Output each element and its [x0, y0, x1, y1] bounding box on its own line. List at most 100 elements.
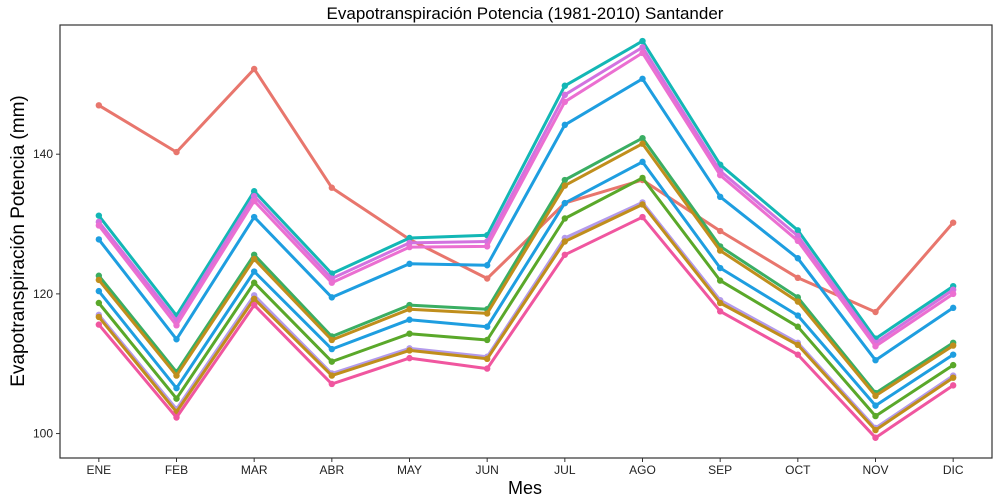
data-point — [949, 351, 957, 358]
y-axis-title: Evapotranspiración Potencia (mm) — [8, 95, 29, 386]
data-point — [406, 234, 413, 242]
series-11 — [95, 201, 957, 434]
data-point — [250, 192, 258, 200]
axis-layer: ENE FEB MAR ABR MAY JUN JUL AGO SEP OCT NOV DIC 100 1… — [33, 147, 964, 477]
data-point — [483, 365, 491, 372]
data-point — [173, 395, 180, 402]
series-7 — [95, 140, 957, 400]
series-line — [97, 160, 955, 408]
series-line — [97, 176, 955, 418]
data-point — [483, 355, 491, 363]
data-point — [483, 275, 491, 282]
data-point — [328, 380, 336, 388]
series-line — [97, 51, 955, 348]
x-axis-title: Mes — [508, 478, 542, 498]
series-layer — [95, 37, 957, 441]
data-point — [716, 264, 724, 272]
data-point — [872, 343, 879, 350]
data-point — [561, 82, 569, 89]
data-point — [483, 336, 491, 344]
data-point — [949, 382, 957, 389]
data-point — [406, 354, 413, 362]
data-point — [639, 213, 646, 221]
x-tick-label: AGO — [629, 463, 656, 477]
data-point — [561, 182, 569, 189]
data-point — [328, 184, 336, 191]
data-point — [95, 321, 103, 328]
data-point — [483, 262, 491, 269]
series-line — [97, 142, 955, 398]
data-point — [406, 316, 413, 323]
data-point — [250, 279, 258, 286]
data-point — [639, 49, 646, 57]
y-tick-label: 100 — [33, 427, 53, 441]
data-point — [328, 279, 336, 286]
data-point — [483, 310, 491, 317]
data-point — [949, 374, 957, 381]
data-point — [95, 299, 103, 307]
data-point — [794, 341, 802, 349]
data-point — [250, 65, 258, 73]
data-point — [328, 345, 336, 353]
data-point — [639, 140, 646, 147]
data-point — [483, 243, 491, 250]
series-line — [97, 67, 955, 314]
data-point — [949, 304, 957, 312]
series-4 — [95, 49, 957, 350]
data-point — [872, 426, 879, 434]
x-tick-label: JUL — [554, 463, 576, 477]
series-line — [97, 136, 955, 395]
data-point — [173, 322, 180, 329]
data-point — [250, 295, 258, 302]
data-point — [949, 342, 957, 349]
series-line — [97, 203, 955, 432]
data-point — [561, 91, 569, 99]
data-point — [639, 134, 646, 142]
data-point — [406, 347, 413, 354]
y-tick-label: 140 — [33, 147, 53, 161]
data-point — [95, 313, 103, 321]
x-tick-label: MAR — [241, 463, 268, 477]
data-point — [250, 197, 258, 205]
data-point — [95, 102, 103, 109]
data-point — [794, 227, 802, 234]
data-point — [794, 323, 802, 330]
data-point — [794, 298, 802, 305]
series-line — [97, 45, 955, 345]
data-point — [173, 372, 180, 379]
data-point — [250, 188, 258, 195]
data-point — [328, 358, 336, 365]
data-point — [173, 148, 180, 156]
data-point — [561, 98, 569, 106]
data-point — [95, 276, 103, 284]
data-point — [716, 299, 724, 307]
data-point — [406, 330, 413, 337]
data-point — [173, 384, 180, 392]
data-point — [173, 336, 180, 343]
data-point — [95, 212, 103, 219]
x-tick-label: ABR — [319, 463, 344, 477]
x-tick-label: OCT — [785, 463, 811, 477]
data-point — [794, 255, 802, 262]
data-point — [639, 37, 646, 45]
series-line — [97, 215, 955, 440]
data-point — [639, 75, 646, 82]
data-point — [561, 215, 569, 222]
data-point — [639, 44, 646, 51]
x-tick-label: SEP — [708, 463, 732, 477]
data-point — [95, 287, 103, 295]
data-point — [716, 277, 724, 284]
data-point — [561, 251, 569, 258]
data-point — [716, 193, 724, 201]
data-point — [561, 199, 569, 207]
data-point — [173, 414, 180, 421]
series-9 — [95, 174, 957, 420]
chart-title: Evapotranspiración Potencia (1981-2010) … — [327, 4, 724, 23]
data-point — [250, 255, 258, 263]
data-point — [406, 260, 413, 268]
data-point — [328, 372, 336, 379]
data-point — [716, 227, 724, 235]
data-point — [716, 247, 724, 254]
